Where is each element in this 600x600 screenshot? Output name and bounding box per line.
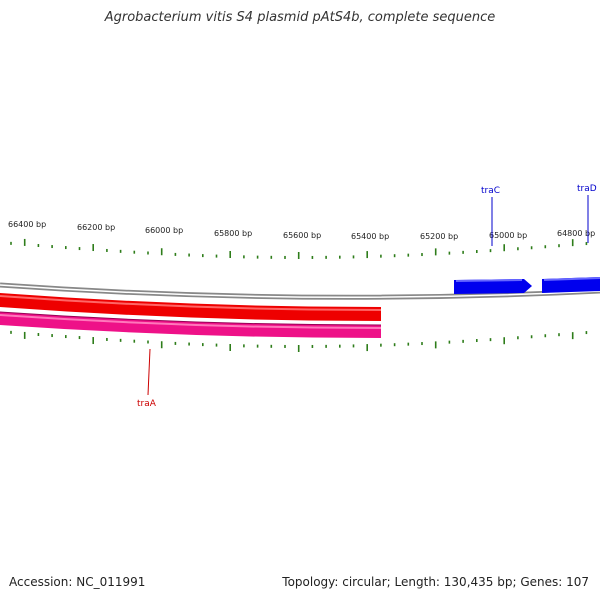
ruler-label: 65800 bp (214, 229, 252, 238)
traC-arrow-highlight (455, 279, 523, 282)
summary-text: Topology: circular; Length: 130,435 bp; … (282, 575, 589, 589)
ruler-label: 65600 bp (283, 231, 321, 240)
gene-label-traD[interactable]: traD (577, 184, 597, 194)
inner-ruler-ticks (10, 330, 588, 352)
traA-inner-band-edge (0, 311, 382, 326)
traA-inner-band-highlight (0, 314, 382, 329)
traA-label-line (147, 348, 151, 396)
gene-label-traC[interactable]: traC (481, 186, 500, 196)
ruler-labels: 66400 bp 66200 bp 66000 bp 65800 bp 6560… (8, 220, 595, 241)
map-title: Agrobacterium vitis S4 plasmid pAtS4b, c… (104, 10, 496, 25)
ruler-label: 66400 bp (8, 220, 46, 229)
gene-traC-feature[interactable] (454, 279, 532, 294)
ruler-label: 65400 bp (351, 232, 389, 241)
ruler-label: 66000 bp (145, 226, 183, 235)
traD-arrow-highlight (543, 277, 600, 281)
gene-traD-feature[interactable] (542, 277, 600, 293)
ruler-label: 66200 bp (77, 223, 115, 232)
ruler-label: 64800 bp (557, 229, 595, 238)
gene-label-traA[interactable]: traA (137, 399, 157, 409)
outer-ruler-ticks (10, 238, 588, 259)
accession-text: Accession: NC_011991 (9, 575, 146, 589)
traD-arrow (542, 277, 600, 293)
ruler-label: 65200 bp (420, 232, 458, 241)
backbone-inner (0, 284, 600, 298)
gene-traA-feature[interactable] (0, 293, 382, 338)
traA-outer-band-highlight (0, 295, 382, 311)
traC-arrow (454, 279, 532, 294)
ruler-label: 65000 bp (489, 231, 527, 240)
